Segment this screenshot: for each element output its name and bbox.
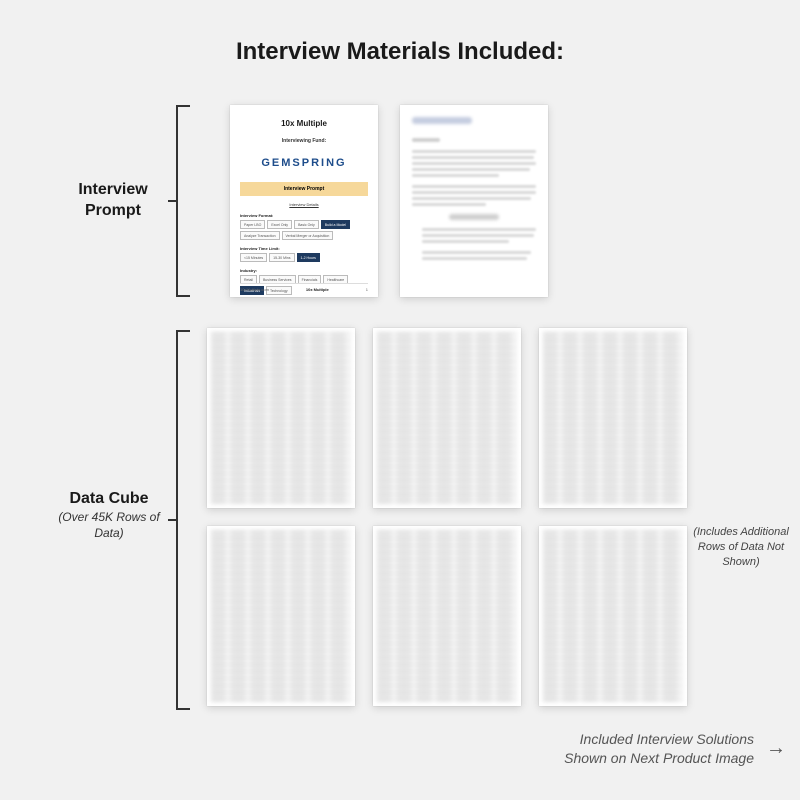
footer-note: Included Interview SolutionsShown on Nex… — [564, 730, 754, 768]
tag: <15 Minutes — [240, 253, 267, 262]
tag: 1-2 Hours — [297, 253, 320, 262]
side-note: (Includes Additional Rows of Data Not Sh… — [692, 525, 790, 570]
data-cube-tile — [539, 526, 687, 706]
tag: Analyze Transaction — [240, 231, 280, 240]
interview-prompt-page-1: 10x Multiple Interviewing Fund: GEMSPRIN… — [230, 105, 378, 297]
tag: Basic Only — [294, 220, 319, 229]
data-cube-tile — [207, 328, 355, 508]
page-title: Interview Materials Included: — [0, 0, 800, 66]
bracket-datacube — [176, 330, 178, 710]
bracket-prompt — [176, 105, 178, 297]
tag: Paper LBO — [240, 220, 265, 229]
label-data-cube: Data Cube (Over 45K Rows of Data) — [46, 490, 172, 541]
banner-label: Interview Prompt — [240, 182, 368, 196]
data-cube-tile — [373, 328, 521, 508]
data-cube-grid — [207, 328, 687, 706]
label-data-cube-sub: (Over 45K Rows of Data) — [46, 510, 172, 541]
data-cube-tile — [207, 526, 355, 706]
tag: 15-30 Mins — [269, 253, 294, 262]
section-time-tags: <15 Minutes15-30 Mins1-2 Hours — [240, 253, 368, 262]
footer-right: 1 — [366, 287, 368, 292]
section-industry-label: Industry: — [240, 268, 368, 273]
page1-footer: 10xMultiple.com 10x Multiple 1 — [240, 283, 368, 292]
tag: Build a Model — [321, 220, 350, 229]
data-cube-tile — [539, 328, 687, 508]
section-format-tags: Paper LBOExcel OnlyBasic OnlyBuild a Mod… — [240, 220, 368, 240]
section-time-label: Interview Time Limit: — [240, 246, 368, 251]
label-data-cube-main: Data Cube — [46, 490, 172, 508]
footer-center: 10x Multiple — [306, 287, 329, 292]
details-heading: Interview Details — [240, 202, 368, 207]
tag: Verbal Merger or Acquisition — [282, 231, 334, 240]
section-format-label: Interview Format: — [240, 213, 368, 218]
label-interview-prompt: InterviewPrompt — [58, 180, 168, 222]
page1-subtitle: Interviewing Fund: — [240, 138, 368, 144]
brand-logo: 10x Multiple — [240, 119, 368, 128]
footer-left: 10xMultiple.com — [240, 287, 269, 292]
interview-prompt-page-2-blurred — [400, 105, 548, 297]
company-name: GEMSPRING — [240, 157, 368, 169]
arrow-right-icon: → — [766, 737, 786, 760]
data-cube-tile — [373, 526, 521, 706]
tag: Excel Only — [267, 220, 292, 229]
